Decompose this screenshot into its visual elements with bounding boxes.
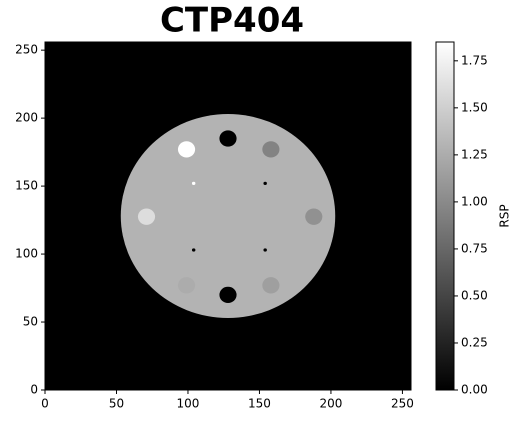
x-tick-label: 250 xyxy=(391,397,414,411)
colorbar-tick-label: 1.00 xyxy=(461,194,488,208)
colorbar-tick-label: 1.25 xyxy=(461,147,488,161)
region xyxy=(305,209,322,225)
region xyxy=(263,248,266,251)
region xyxy=(138,209,155,225)
colorbar-tick-label: 0.00 xyxy=(461,383,488,397)
y-tick-label: 100 xyxy=(15,247,38,261)
chart: CTP404 0 50 100 150 200 250 0 50 100 150 200 250 0.0… xyxy=(0,0,520,417)
colorbar xyxy=(436,42,454,390)
y-tick-label: 50 xyxy=(23,315,38,329)
y-tick-label: 200 xyxy=(15,111,38,125)
y-tick-label: 150 xyxy=(15,179,38,193)
colorbar-label: RSP xyxy=(498,204,512,227)
region xyxy=(262,141,279,157)
region xyxy=(219,130,236,146)
y-tick-label: 0 xyxy=(30,383,38,397)
region xyxy=(178,141,195,157)
colorbar-tick-label: 0.50 xyxy=(461,288,488,302)
colorbar-tick-label: 0.75 xyxy=(461,241,488,255)
colorbar-tick-label: 0.25 xyxy=(461,335,488,349)
region xyxy=(178,277,195,293)
x-tick-label: 0 xyxy=(41,397,49,411)
y-tick-label: 250 xyxy=(15,43,38,57)
region xyxy=(219,287,236,303)
x-tick-label: 100 xyxy=(177,397,200,411)
region xyxy=(263,182,266,185)
region xyxy=(262,277,279,293)
chart-title: CTP404 xyxy=(160,1,304,41)
x-tick-label: 200 xyxy=(319,397,342,411)
region xyxy=(192,248,195,251)
colorbar-tick-label: 1.50 xyxy=(461,100,488,114)
region xyxy=(192,182,195,185)
colorbar-tick-label: 1.75 xyxy=(461,53,488,67)
x-tick-label: 50 xyxy=(109,397,124,411)
x-tick-label: 150 xyxy=(248,397,271,411)
